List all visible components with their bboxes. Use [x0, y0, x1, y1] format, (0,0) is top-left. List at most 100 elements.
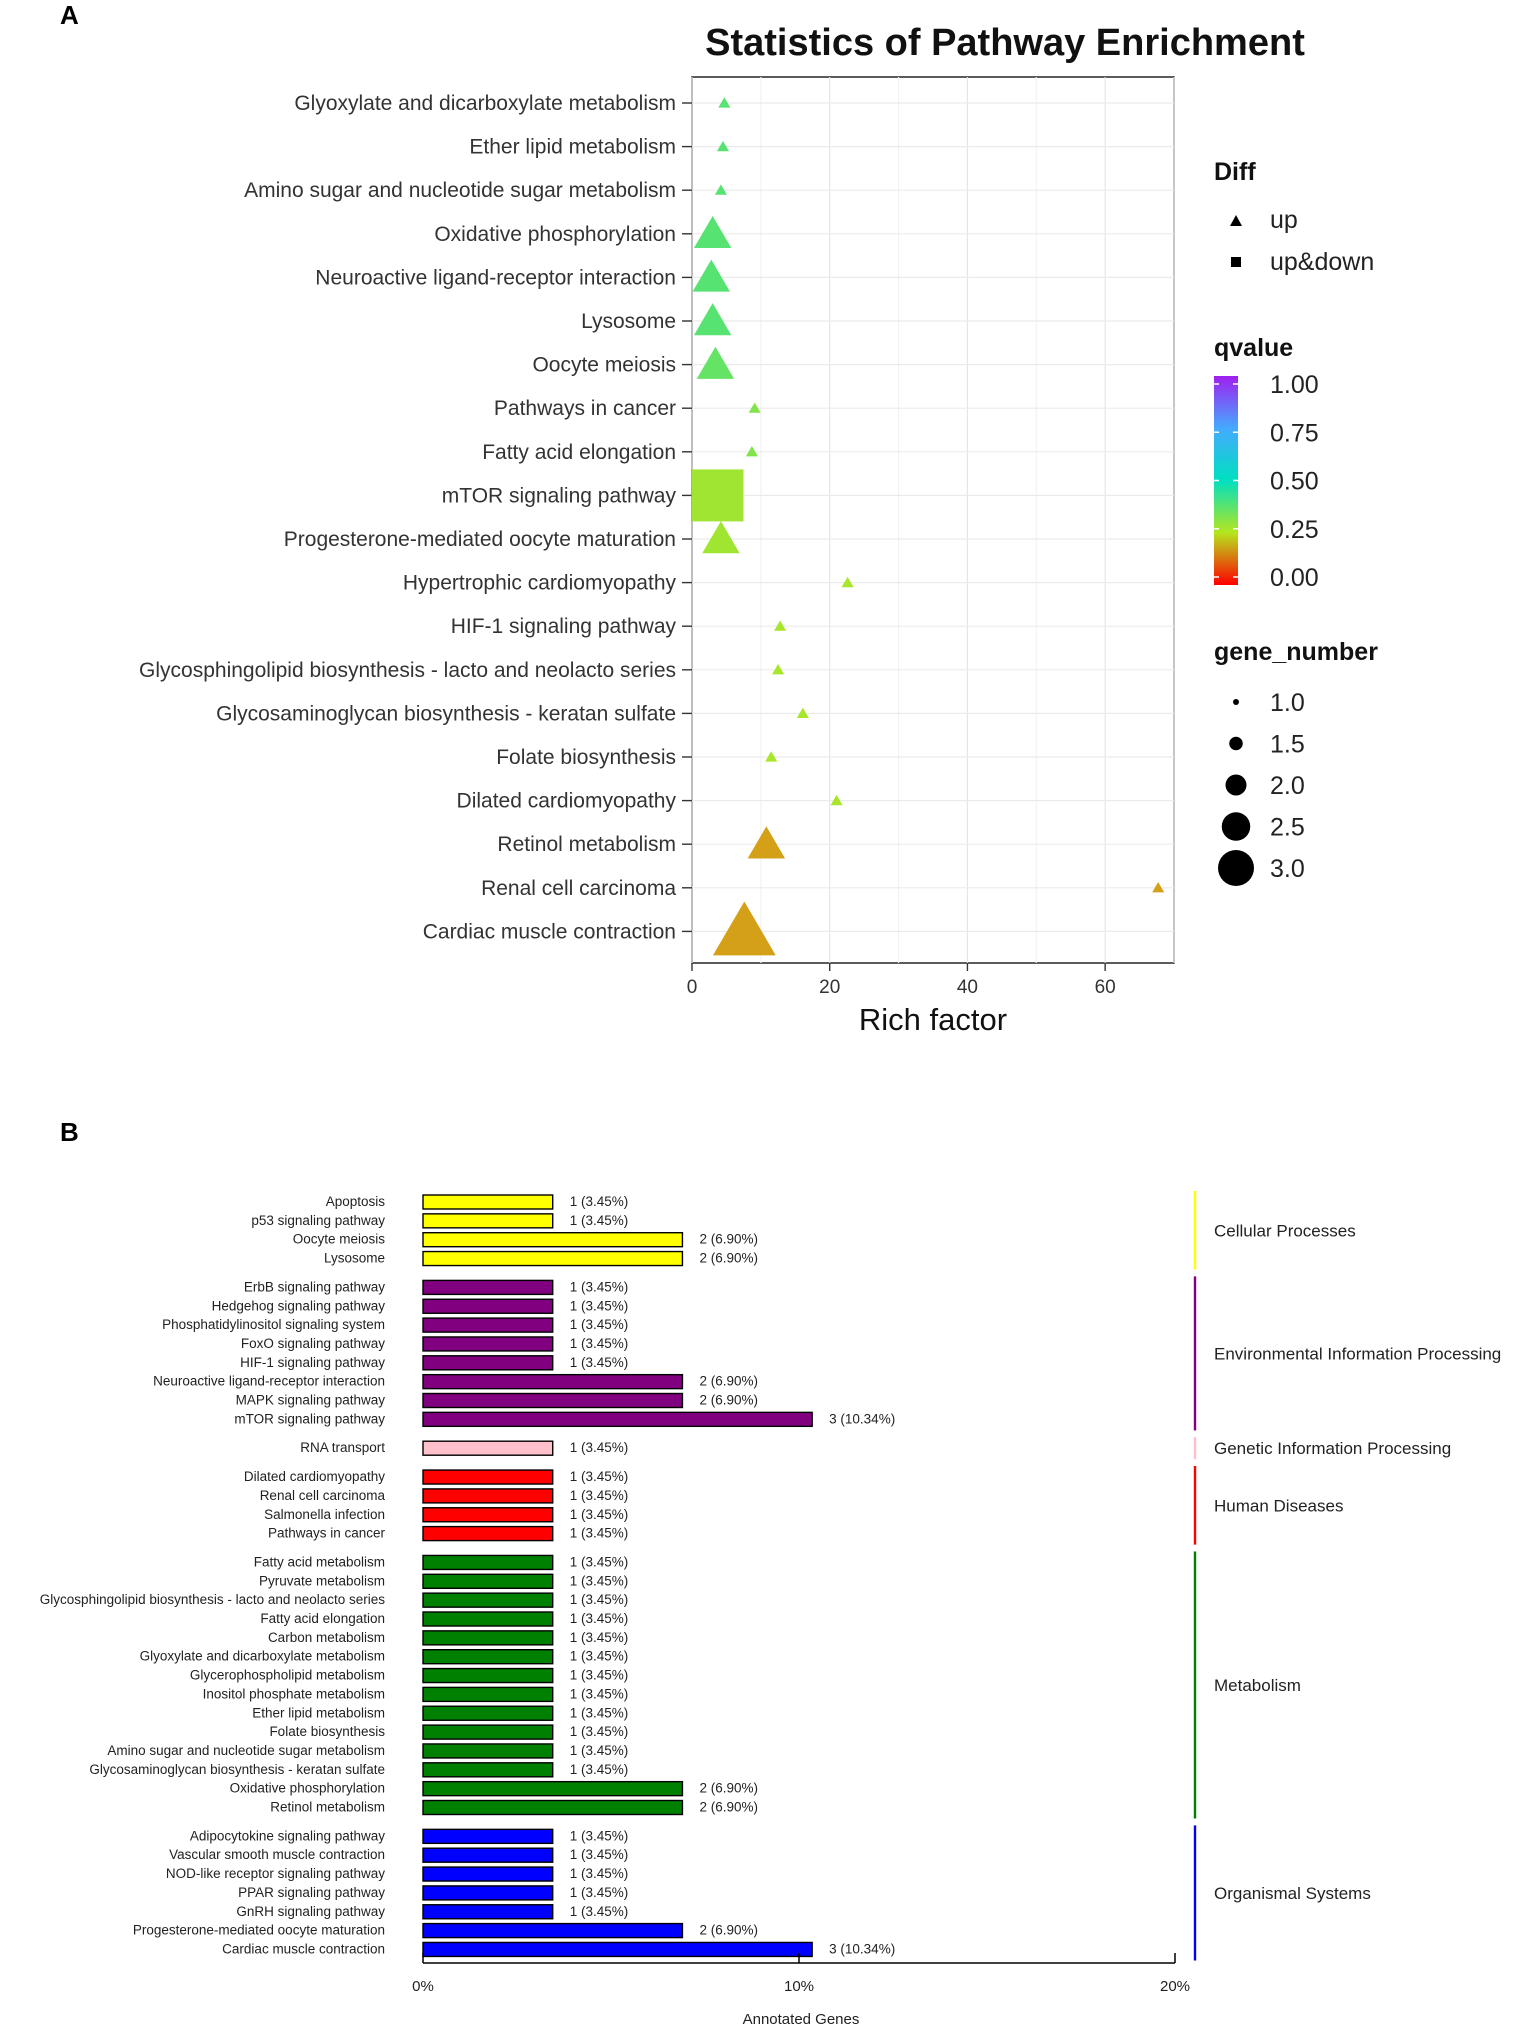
y-tick-label: Fatty acid elongation — [482, 441, 676, 464]
legend-qvalue-title: qvalue — [1214, 334, 1293, 362]
bar — [422, 1213, 554, 1229]
bar — [422, 1649, 554, 1665]
x-tick-label-b: 10% — [784, 1978, 814, 1995]
bar — [422, 1317, 554, 1333]
bar — [422, 1780, 684, 1797]
bar — [422, 1762, 554, 1778]
bar-value-label: 3 (10.34%) — [829, 1941, 895, 1956]
bar-value-label: 1 (3.45%) — [570, 1507, 629, 1522]
bar-category-label: Lysosome — [324, 1251, 385, 1266]
group-label: Human Diseases — [1214, 1496, 1343, 1515]
data-point-triangle — [692, 259, 730, 292]
bar-value-label: 2 (6.90%) — [699, 1232, 758, 1247]
plot-area — [691, 76, 1175, 964]
bar-category-label: Hedgehog signaling pathway — [212, 1298, 386, 1313]
data-point-triangle — [745, 446, 758, 457]
bar-value-label: 2 (6.90%) — [699, 1800, 758, 1815]
gene-size-dot-icon — [1233, 699, 1239, 705]
y-tick-label: Dilated cardiomyopathy — [457, 790, 677, 813]
group-label: Organismal Systems — [1214, 1884, 1371, 1903]
bar — [422, 1231, 684, 1248]
y-tick-label: Neuroactive ligand-receptor interaction — [315, 266, 676, 289]
colorbar-tick-label: 0.00 — [1270, 564, 1319, 592]
bar-value-label: 1 (3.45%) — [570, 1213, 629, 1228]
bar-value-label: 1 (3.45%) — [570, 1573, 629, 1588]
data-point-triangle — [748, 402, 761, 413]
bar-value-label: 2 (6.90%) — [699, 1923, 758, 1938]
y-tick-label: Ether lipid metabolism — [469, 136, 676, 159]
legend-gene-title: gene_number — [1214, 638, 1378, 666]
colorbar-tick-label: 0.50 — [1270, 468, 1319, 496]
bar-value-label: 1 (3.45%) — [570, 1355, 629, 1370]
bar — [422, 1554, 554, 1571]
bar-value-label: 1 (3.45%) — [570, 1649, 629, 1664]
bar — [422, 1705, 554, 1721]
data-point-triangle — [765, 751, 778, 762]
x-tick-label-b: 20% — [1160, 1978, 1190, 1995]
bar-category-label: Glycosaminoglycan biosynthesis - keratan… — [89, 1762, 385, 1777]
data-point-triangle — [747, 826, 786, 859]
bar-value-label: 1 (3.45%) — [570, 1686, 629, 1701]
bar-category-label: Fatty acid metabolism — [254, 1554, 385, 1569]
bar — [422, 1592, 554, 1608]
data-point-triangle — [830, 794, 843, 806]
bar-category-label: Renal cell carcinoma — [260, 1488, 386, 1503]
bar — [422, 1392, 684, 1409]
bar-category-label: NOD-like receptor signaling pathway — [166, 1866, 385, 1881]
bar — [422, 1828, 554, 1845]
bar-value-label: 2 (6.90%) — [699, 1393, 758, 1408]
bar-category-label: Pyruvate metabolism — [259, 1573, 385, 1588]
legend-triangle-icon — [1230, 215, 1242, 226]
bar-category-label: ErbB signaling pathway — [244, 1279, 385, 1294]
bar-category-label: Glycerophospholipid metabolism — [190, 1668, 385, 1683]
y-tick-label: Folate biosynthesis — [496, 746, 676, 769]
gene-size-label: 2.0 — [1270, 772, 1305, 800]
bar-value-label: 1 (3.45%) — [570, 1705, 629, 1720]
bar — [422, 1630, 554, 1646]
x-tick-label: 60 — [1095, 977, 1116, 998]
bar — [422, 1941, 813, 1958]
bar-category-label: FoxO signaling pathway — [241, 1336, 385, 1351]
gene-size-label: 1.0 — [1270, 689, 1305, 717]
bar — [422, 1469, 554, 1485]
data-point-triangle — [702, 521, 740, 554]
y-tick-label: Retinol metabolism — [497, 833, 676, 856]
bar — [422, 1847, 554, 1863]
bar — [422, 1885, 554, 1901]
gene-size-dot-icon — [1229, 736, 1243, 751]
data-point-triangle — [712, 901, 776, 956]
bar-value-label: 2 (6.90%) — [699, 1374, 758, 1389]
bar-category-label: HIF-1 signaling pathway — [240, 1355, 385, 1370]
colorbar-tick-label: 0.25 — [1270, 516, 1319, 544]
data-point-triangle — [718, 97, 731, 108]
data-point-triangle — [774, 620, 787, 631]
bar — [422, 1298, 554, 1314]
x-tick-label: 40 — [957, 977, 978, 998]
x-axis-title: Rich factor — [859, 1002, 1007, 1037]
bar — [422, 1904, 554, 1920]
y-tick-label: Progesterone-mediated oocyte maturation — [284, 528, 676, 551]
bar-value-label: 1 (3.45%) — [570, 1847, 629, 1862]
bar-value-label: 1 (3.45%) — [570, 1336, 629, 1351]
group-label: Cellular Processes — [1214, 1221, 1356, 1240]
bar — [422, 1667, 554, 1684]
group-label: Metabolism — [1214, 1676, 1301, 1695]
bar-value-label: 1 (3.45%) — [570, 1866, 629, 1881]
colorbar-tick-label: 0.75 — [1270, 419, 1319, 447]
data-point-triangle — [772, 664, 785, 675]
bar-value-label: 2 (6.90%) — [699, 1251, 758, 1266]
y-tick-label: Glycosphingolipid biosynthesis - lacto a… — [139, 659, 676, 682]
y-tick-label: HIF-1 signaling pathway — [451, 615, 677, 638]
bar-category-label: RNA transport — [300, 1440, 385, 1455]
bar — [422, 1355, 554, 1371]
data-point-triangle — [714, 184, 727, 195]
bar-category-label: Cardiac muscle contraction — [222, 1941, 385, 1956]
legend-diff-title: Diff — [1214, 158, 1256, 186]
bar-value-label: 3 (10.34%) — [829, 1411, 895, 1426]
bar — [422, 1250, 684, 1267]
enrichment-scatter-chart: Statistics of Pathway Enrichment Glyoxyl… — [139, 22, 1378, 1037]
y-tick-label: Lysosome — [581, 310, 676, 333]
bar-value-label: 2 (6.90%) — [699, 1781, 758, 1796]
gene-size-label: 3.0 — [1270, 855, 1305, 883]
bar-category-label: Pathways in cancer — [268, 1526, 386, 1541]
